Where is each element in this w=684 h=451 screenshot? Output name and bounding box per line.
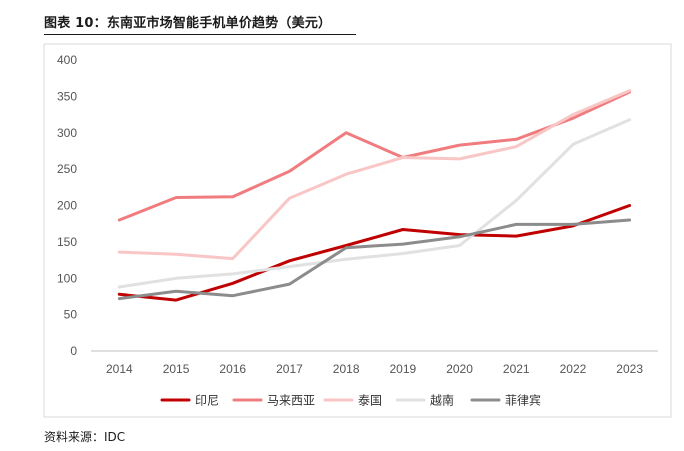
x-tick-label: 2022 <box>560 362 587 376</box>
x-tick-label: 2020 <box>446 362 473 376</box>
series-line <box>117 89 632 261</box>
legend-label: 越南 <box>430 393 454 408</box>
series-line <box>117 204 632 302</box>
plot-lines <box>117 89 632 302</box>
x-tick-label: 2017 <box>276 362 303 376</box>
series-line <box>117 118 632 289</box>
source-note: 资料来源：IDC <box>44 430 126 444</box>
y-tick-label: 300 <box>57 126 77 140</box>
legend-label: 菲律宾 <box>505 393 541 408</box>
y-tick-label: 250 <box>57 162 77 176</box>
title-underline <box>44 34 356 35</box>
y-tick-label: 50 <box>64 308 78 322</box>
x-tick-label: 2014 <box>106 362 133 376</box>
legend-label: 泰国 <box>358 394 382 408</box>
legend-label: 印尼 <box>195 394 219 408</box>
x-tick-label: 2015 <box>163 362 190 376</box>
y-tick-label: 0 <box>70 344 77 358</box>
legend-label: 马来西亚 <box>267 394 315 408</box>
x-tick-label: 2023 <box>616 362 643 376</box>
y-tick-label: 350 <box>57 89 77 103</box>
x-axis: 2014 2015 2016 2017 2018 2019 2020 2021 2022 2023 <box>91 350 658 376</box>
y-tick-label: 150 <box>57 235 77 249</box>
x-tick-label: 2016 <box>219 362 246 376</box>
series-line <box>117 218 632 301</box>
x-tick-label: 2021 <box>503 362 530 376</box>
y-tick-label: 400 <box>57 53 77 67</box>
chart-frame <box>43 43 672 418</box>
legend: 印尼 马来西亚 泰国 越南 菲律宾 <box>160 393 541 408</box>
y-axis: 0 50 100 150 200 250 300 350 400 <box>57 53 77 358</box>
series-line <box>117 90 632 222</box>
x-tick-label: 2018 <box>333 362 360 376</box>
y-tick-label: 100 <box>57 271 77 285</box>
x-tick-label: 2019 <box>389 362 416 376</box>
y-tick-label: 200 <box>57 199 77 213</box>
figure-title: 图表 10：东南亚市场智能手机单价趋势（美元） <box>44 16 332 31</box>
